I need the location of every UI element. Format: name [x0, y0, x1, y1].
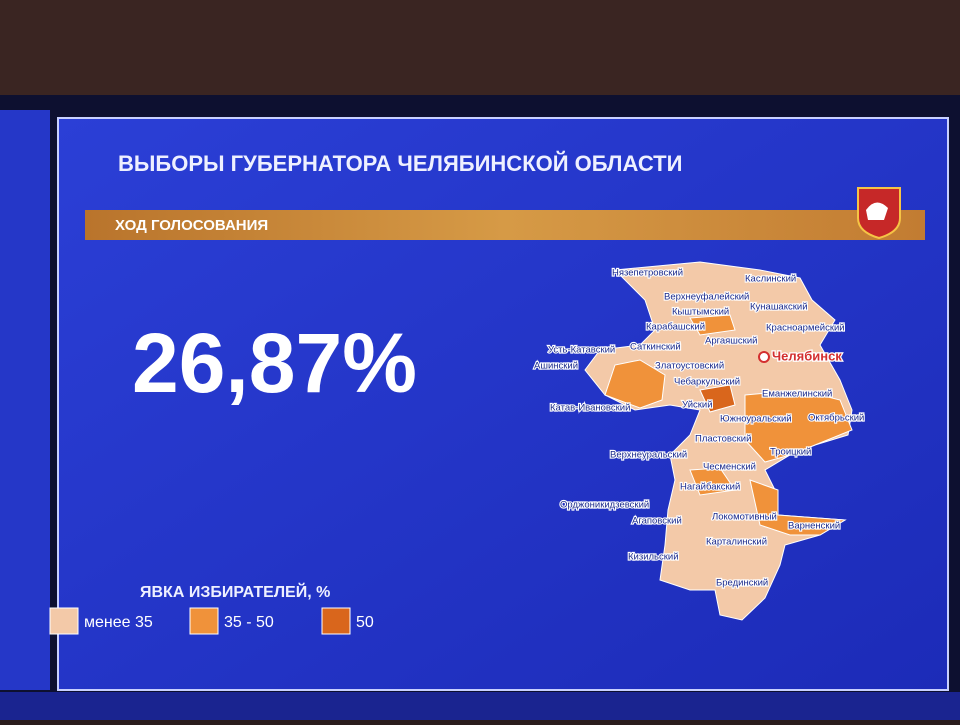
lower-screen [0, 692, 960, 720]
district-label: Локомотивный [712, 512, 777, 523]
district-label: Южноуральский [720, 414, 792, 425]
city-marker [758, 351, 770, 363]
district-shape [749, 479, 847, 536]
district-label: Еманжелинский [762, 389, 832, 400]
district-label: Саткинский [630, 342, 681, 353]
district-label: Карталинский [706, 537, 767, 548]
coat-of-arms [857, 187, 901, 240]
legend-title: ЯВКА ИЗБИРАТЕЛЕЙ, % [140, 582, 330, 601]
district-label: Златоустовский [655, 361, 724, 372]
district-label: Нагайбакский [680, 482, 740, 493]
legend-swatch [189, 607, 219, 635]
district-label: Кунашакский [750, 302, 808, 313]
district-label: Верхнеуральский [610, 450, 687, 461]
legend-label: менее 35 [84, 614, 153, 631]
district-label: Ашинский [534, 361, 578, 372]
district-label: Чебаркульский [674, 377, 740, 388]
district-label: Чесменский [703, 462, 756, 473]
district-label: Красноармейский [766, 323, 845, 334]
legend-label: 50 [356, 614, 374, 631]
district-label: Усть-Катавский [548, 345, 615, 356]
legend-swatch [49, 607, 79, 635]
district-label: Уйский [682, 400, 713, 411]
city-label: Челябинск [772, 348, 842, 363]
legend-swatch [321, 607, 351, 635]
district-label: Кизильский [628, 552, 679, 563]
district-label: Варненский [788, 521, 840, 532]
district-shape [744, 389, 853, 463]
district-label: Агаповский [632, 516, 682, 527]
side-screen [0, 110, 50, 690]
district-label: Катав-Ивановский [550, 403, 630, 414]
district-label: Нязепетровский [612, 268, 683, 279]
district-shape [604, 359, 666, 409]
district-label: Каслинский [745, 274, 796, 285]
district-label: Кыштымский [672, 307, 729, 318]
district-label: Карабашский [646, 322, 705, 333]
district-label: Аргаяшский [705, 336, 757, 347]
district-shape [689, 314, 736, 336]
district-label: Орджоникидзевский [560, 500, 649, 511]
district-shape [699, 384, 736, 413]
district-label: Троицкий [770, 447, 811, 458]
region-map: Челябинск Нязепетровский Каслинский Верхне… [533, 261, 865, 621]
district-shape [689, 467, 736, 496]
district-label: Брединский [716, 578, 768, 589]
district-label: Октябрьский [808, 413, 864, 424]
subtitle-bar [85, 210, 925, 240]
legend-label: 35 - 50 [224, 614, 274, 631]
title: ВЫБОРЫ ГУБЕРНАТОРА ЧЕЛЯБИНСКОЙ ОБЛАСТИ [118, 151, 682, 176]
district-label: Пластовский [695, 434, 751, 445]
subtitle: ХОД ГОЛОСОВАНИЯ [115, 217, 268, 234]
district-label: Верхнеуфалейский [664, 292, 749, 303]
turnout-value: 26,87% [132, 316, 417, 410]
